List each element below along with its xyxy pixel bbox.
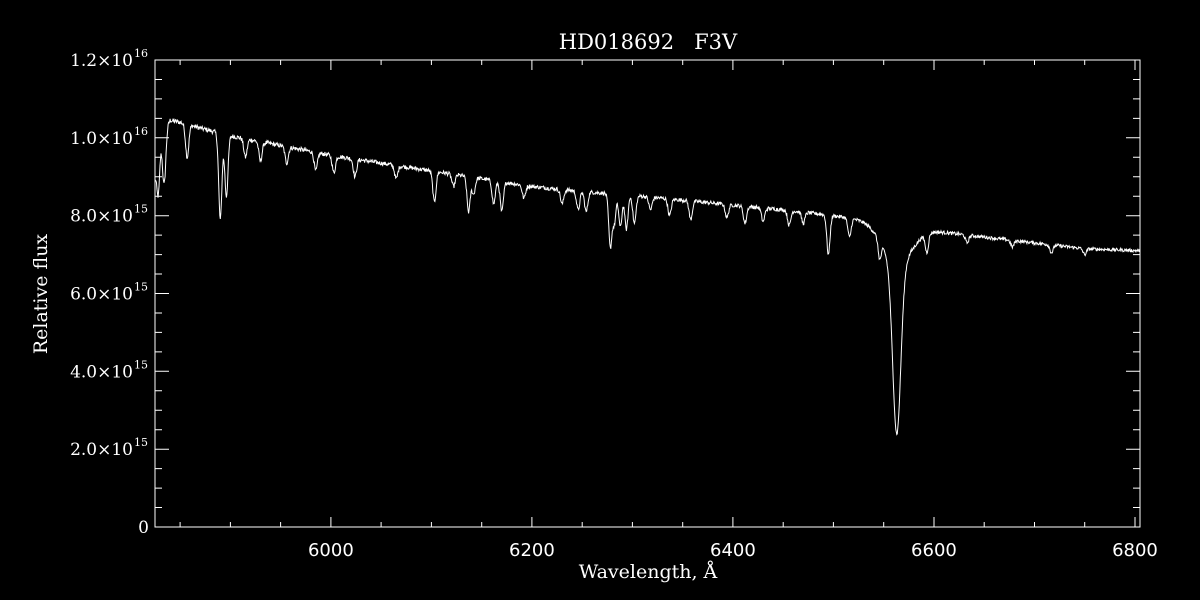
y-tick-mantissa: 0 [138, 518, 149, 538]
y-tick-exponent: 15 [134, 436, 148, 449]
plot-frame [154, 59, 1141, 528]
y-tick-mantissa: 8.0×10 [70, 207, 133, 227]
spectrum-line [154, 118, 1141, 436]
chart-title: HD018692 F3V [559, 30, 738, 54]
tick-marks [155, 59, 1140, 528]
y-tick-exponent: 15 [134, 358, 148, 371]
y-tick-exponent: 16 [134, 47, 148, 60]
y-tick-label: 2.0×10 15 [70, 436, 148, 460]
y-tick-label: 4.0×10 15 [70, 358, 148, 382]
y-tick-mantissa: 1.2×10 [70, 51, 133, 71]
y-tick-label: 0 [138, 518, 149, 538]
x-tick-label: 6000 [308, 540, 354, 561]
y-axis-tick-labels: 02.0×10 154.0×10 156.0×10 158.0×10 151.0×10 1… [70, 47, 149, 538]
y-tick-exponent: 16 [134, 125, 148, 138]
x-axis-tick-labels: 6000 6200 6400 6600 6800 [308, 540, 1158, 561]
y-tick-label: 8.0×10 15 [70, 203, 148, 227]
y-tick-mantissa: 2.0×10 [70, 440, 133, 460]
x-tick-label: 6800 [1112, 540, 1158, 561]
x-tick-label: 6200 [509, 540, 555, 561]
y-tick-exponent: 15 [134, 281, 148, 294]
x-tick-label: 6400 [710, 540, 756, 561]
y-tick-label: 6.0×10 15 [70, 281, 148, 305]
y-tick-mantissa: 4.0×10 [70, 362, 133, 382]
x-axis-label: Wavelength, Å [579, 561, 718, 583]
y-tick-mantissa: 1.0×10 [70, 129, 133, 149]
y-tick-mantissa: 6.0×10 [70, 285, 133, 305]
x-tick-label: 6600 [911, 540, 957, 561]
axis-ticks [155, 59, 1140, 528]
y-axis-label: Relative flux [30, 234, 52, 355]
y-tick-exponent: 15 [134, 203, 148, 216]
y-tick-label: 1.0×10 16 [70, 125, 148, 149]
y-tick-label: 1.2×10 16 [70, 47, 148, 71]
